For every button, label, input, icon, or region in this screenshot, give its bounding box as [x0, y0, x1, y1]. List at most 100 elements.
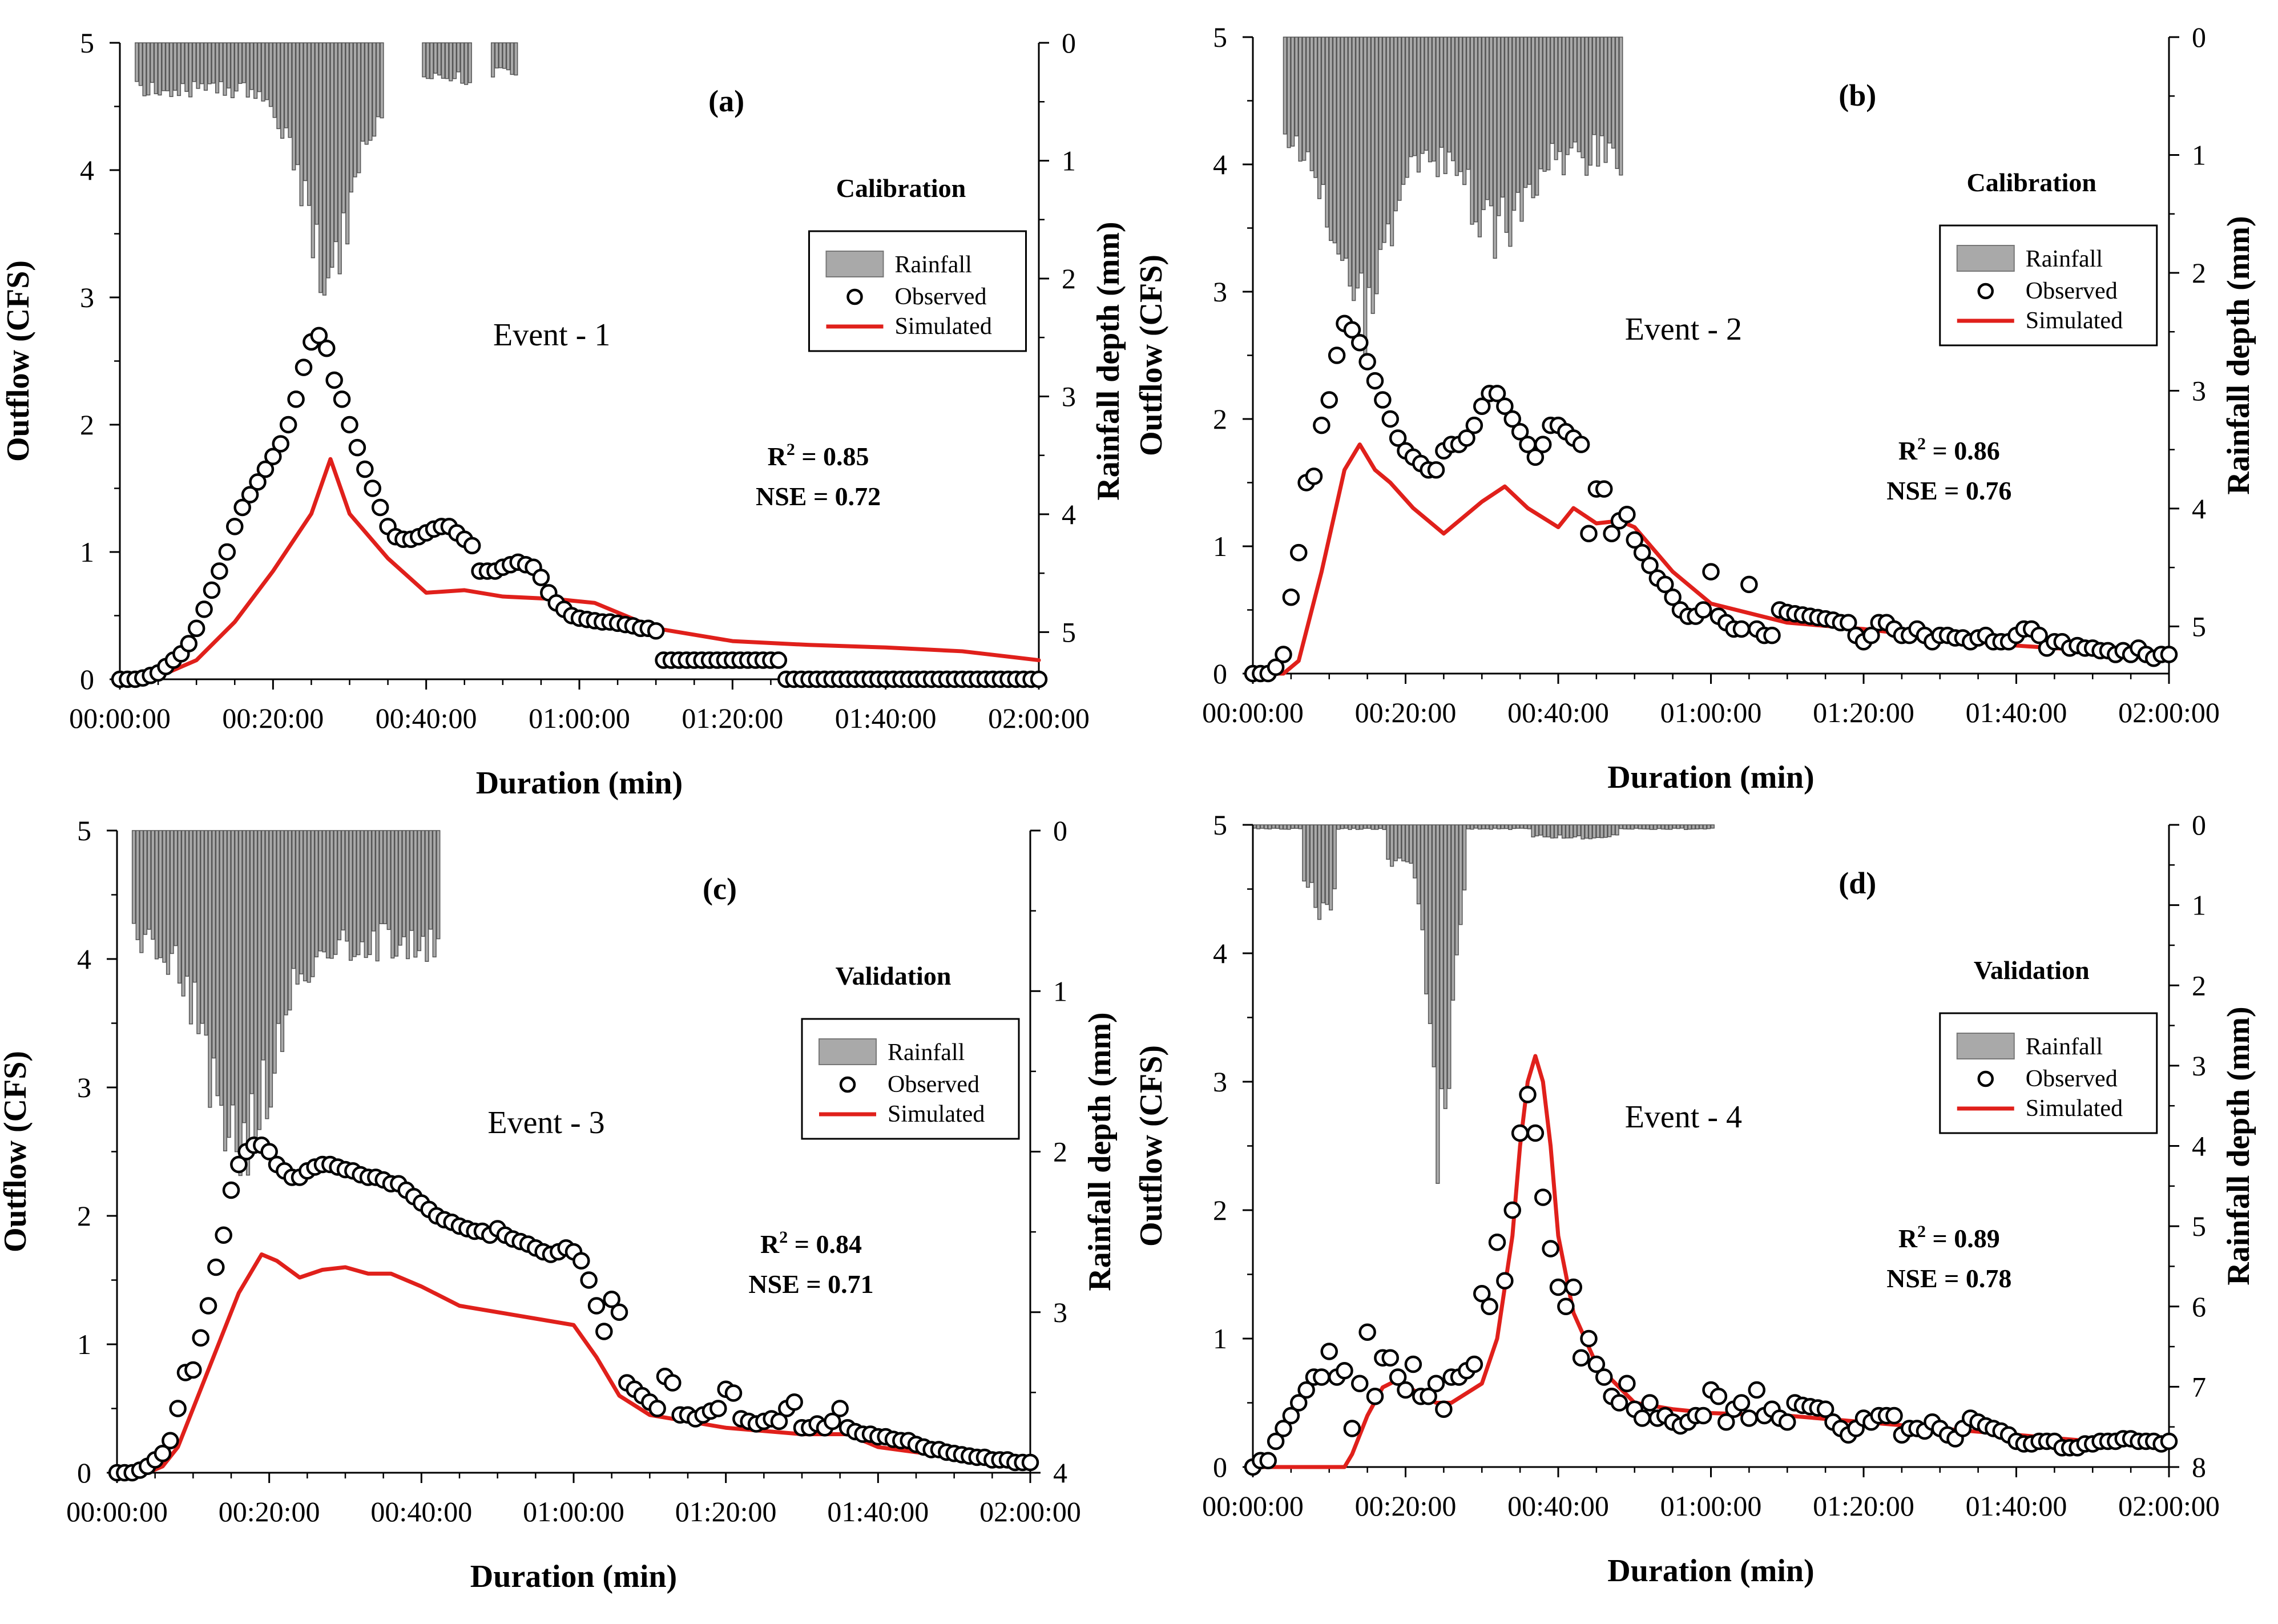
x-axis-title: Duration (min)	[1607, 760, 1814, 795]
observed-point	[587, 1297, 606, 1315]
rainfall-bar	[1592, 824, 1596, 839]
rainfall-bar	[1416, 824, 1421, 905]
rainfall-bar	[409, 830, 414, 931]
legend-observed-marker	[1977, 283, 1994, 300]
rainfall-bar	[184, 42, 189, 92]
observed-point	[199, 1297, 217, 1315]
legend-rainfall-label: Rainfall	[2026, 1034, 2103, 1060]
event-label: Event - 4	[1625, 1099, 1742, 1135]
rainfall-bar	[1443, 824, 1448, 1109]
rainfall-bar	[1527, 824, 1531, 829]
rainfall-bar	[1477, 37, 1482, 237]
observed-point	[1282, 588, 1300, 606]
x-tick-label: 00:00:00	[1202, 1490, 1304, 1522]
rainfall-bar	[1615, 37, 1619, 170]
rainfall-bar	[1512, 824, 1517, 829]
rainfall-bar	[1474, 824, 1478, 829]
observed-point	[1641, 1394, 1659, 1412]
observed-point	[1496, 1272, 1514, 1289]
rainfall-bar	[1390, 824, 1394, 867]
chart-panel-4: 0 1 2 3 4 5 0 1 2 3 4 5 6 7 8 00:00:00 00:20:00 00:40:00 0…	[1134, 809, 2256, 1589]
rainfall-bar	[437, 42, 442, 76]
y-axis-title: Outflow (CFS)	[1, 260, 36, 462]
observed-point	[187, 619, 205, 638]
observed-point	[180, 635, 197, 652]
rainfall-bar	[1554, 824, 1558, 839]
observed-point	[1572, 436, 1590, 453]
rainfall-bar	[425, 42, 430, 79]
rainfall-bar	[1558, 37, 1562, 152]
y2-tick-label: 4	[1062, 498, 1076, 530]
rainfall-bar	[1493, 824, 1497, 829]
nse-label: NSE = 0.78	[1886, 1264, 2011, 1293]
rainfall-bar	[176, 42, 182, 96]
observed-point	[463, 537, 481, 555]
y-tick-label: 2	[1213, 1194, 1227, 1226]
observed-point	[1840, 614, 1857, 632]
rainfall-bar	[307, 830, 311, 983]
y2-tick-label: 1	[2192, 139, 2206, 171]
rainfall-bar	[154, 830, 159, 960]
observed-point	[184, 1361, 202, 1379]
rainfall-bar	[1581, 824, 1585, 840]
y-tick-label: 2	[77, 1200, 91, 1232]
observed-point	[1313, 416, 1330, 434]
observed-point	[724, 1384, 743, 1402]
rainfall-bar	[1466, 824, 1470, 829]
rainfall-bar	[1393, 824, 1398, 861]
observed-point	[1404, 1355, 1422, 1373]
legend-simulated-label: Simulated	[888, 1101, 985, 1127]
rainfall-bar	[314, 830, 319, 958]
x-tick-label: 02:00:00	[979, 1496, 1081, 1528]
rainfall-bar	[1458, 37, 1463, 172]
observed-point	[1572, 1349, 1590, 1367]
observed-point	[256, 460, 275, 478]
x-tick-label: 00:40:00	[1507, 696, 1609, 728]
y2-tick-label: 8	[2192, 1451, 2206, 1483]
rainfall-bar	[265, 42, 269, 100]
rainfall-bar	[219, 830, 224, 1106]
observed-point	[1358, 1323, 1376, 1341]
phase-label: Validation	[1974, 956, 2090, 985]
panel-label: (a)	[708, 84, 744, 118]
rainfall-bar	[231, 830, 235, 1106]
legend-observed-marker	[1977, 1070, 1994, 1087]
rainfall-bar	[215, 830, 220, 1097]
rainfall-bar	[143, 830, 148, 935]
rainfall-bar	[1462, 37, 1467, 186]
y2-tick-label: 1	[2192, 889, 2206, 921]
rainfall-bar	[1454, 37, 1459, 176]
rainfall-bar	[1317, 37, 1322, 199]
observed-point	[364, 479, 381, 497]
y2-tick-label: 2	[1062, 263, 1076, 295]
rainfall-bar	[295, 42, 300, 166]
observed-point	[1420, 1388, 1437, 1405]
rainfall-bar	[315, 42, 319, 225]
observed-point	[233, 498, 251, 517]
rainfall-bar	[506, 42, 510, 71]
rainfall-bar	[433, 42, 438, 74]
rainfall-bar	[360, 830, 365, 942]
observed-point	[1473, 397, 1491, 415]
rainfall-bar	[146, 42, 151, 96]
observed-point	[1305, 468, 1323, 485]
rainfall-bar	[1611, 824, 1616, 836]
rainfall-bar	[1340, 37, 1345, 261]
rainfall-bar	[1710, 824, 1715, 829]
rainfall-bar	[1447, 37, 1452, 153]
rainfall-bar	[1577, 37, 1581, 152]
legend: Rainfall Observed Simulated	[1939, 224, 2158, 346]
rainfall-bar	[421, 830, 425, 937]
rainfall-bar	[1298, 37, 1303, 162]
legend-rainfall-label: Rainfall	[2026, 246, 2103, 272]
x-tick-label: 02:00:00	[988, 702, 1090, 734]
observed-point	[1465, 1355, 1483, 1373]
rainfall-bars	[135, 42, 518, 296]
observed-point	[1267, 1432, 1285, 1450]
y2-tick-label: 4	[1053, 1457, 1067, 1489]
rainfall-bar	[253, 830, 258, 1140]
legend-simulated-label: Simulated	[2026, 308, 2123, 334]
rainfall-bar	[1348, 37, 1352, 287]
phase-label: Calibration	[1967, 168, 2096, 197]
rainfall-bar	[1424, 824, 1429, 994]
